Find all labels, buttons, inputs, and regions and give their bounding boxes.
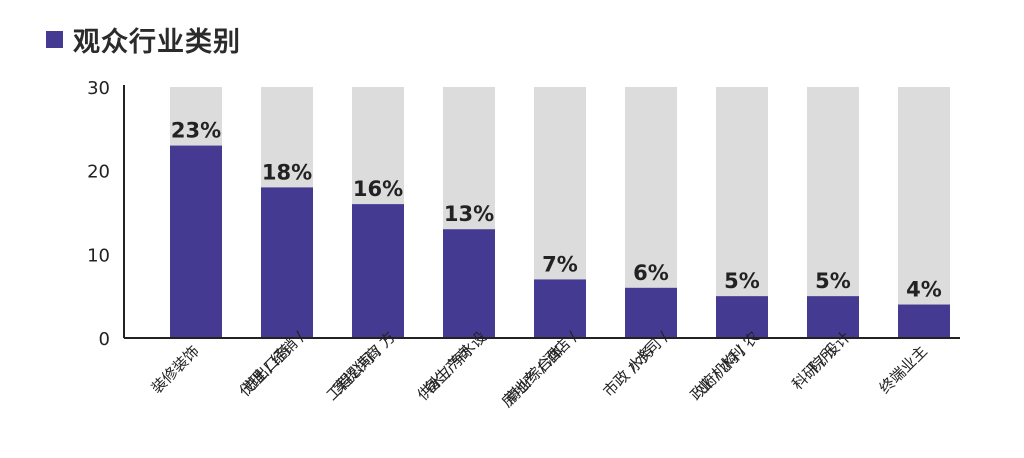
x-tick-label: 案提供商 (330, 342, 385, 397)
data-label: 13% (444, 202, 494, 226)
data-label: 16% (353, 177, 403, 201)
bar (898, 304, 950, 338)
bar (625, 287, 677, 338)
bar-background (898, 87, 950, 338)
x-tick-label: 终端业主 (876, 342, 931, 397)
bar (261, 187, 313, 338)
data-label: 4% (906, 278, 942, 302)
x-tick-label: 备生产商 (421, 342, 476, 397)
bar (807, 296, 859, 338)
data-label: 5% (724, 269, 760, 293)
bar (170, 145, 222, 338)
x-tick-label: 商业综合体 (501, 342, 567, 408)
data-label: 5% (815, 269, 851, 293)
bar (443, 229, 495, 338)
y-tick-label: 20 (87, 162, 110, 183)
title-square-icon (46, 31, 63, 48)
data-label: 7% (542, 252, 578, 276)
chart-title: 观众行业类别 (73, 27, 241, 58)
data-label: 23% (171, 119, 221, 143)
x-tick-label: 装修装饰 (148, 342, 203, 397)
bar (352, 204, 404, 338)
bar (716, 296, 768, 338)
data-label: 6% (633, 261, 669, 285)
y-tick-label: 30 (87, 78, 110, 99)
data-label: 18% (262, 160, 312, 184)
x-tick-label: 业 / 水利 (694, 342, 749, 397)
x-tick-label: 进出口商 (239, 342, 294, 397)
y-tick-label: 0 (99, 329, 110, 350)
bar (534, 279, 586, 338)
chart-title-group: 观众行业类别 (46, 20, 241, 59)
y-tick-label: 10 (87, 245, 110, 266)
